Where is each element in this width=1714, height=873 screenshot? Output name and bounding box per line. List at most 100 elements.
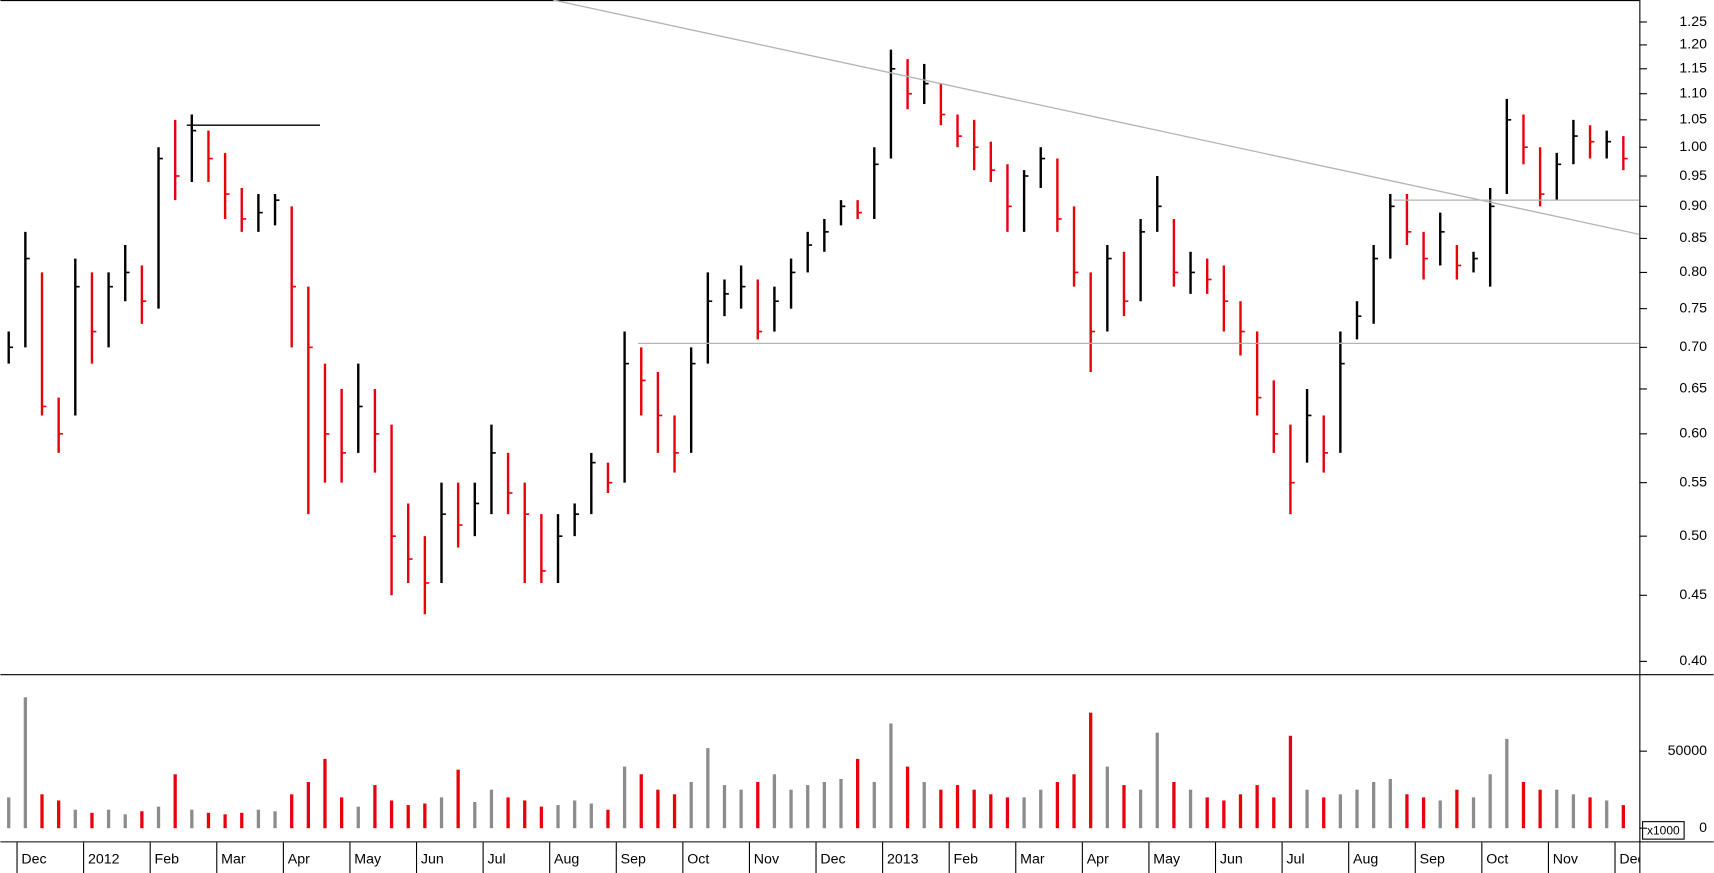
x-tick-label: Mar xyxy=(221,852,246,868)
y-tick-label: 0.75 xyxy=(1679,300,1707,316)
x-tick-label: Feb xyxy=(954,852,979,868)
y-tick-label: 0 xyxy=(1699,820,1707,836)
volume-bar xyxy=(589,803,593,829)
y-tick-label: 0.45 xyxy=(1679,587,1707,603)
volume-bar xyxy=(839,778,843,829)
x-tick-label: Jun xyxy=(421,852,444,868)
volume-bar xyxy=(40,794,44,829)
volume-bar xyxy=(456,769,460,829)
x-tick-label: Nov xyxy=(754,852,780,868)
y-tick-label: 1.25 xyxy=(1679,14,1707,30)
volume-bar xyxy=(1488,774,1492,829)
volume-bar xyxy=(1122,785,1126,829)
volume-bar xyxy=(373,785,377,829)
x-axis: Dec 2012 Feb Mar Apr May Jun Jul Aug Sep Oct Nov Dec… xyxy=(16,842,1639,873)
volume-bar xyxy=(1288,735,1293,829)
volume-bar xyxy=(955,785,960,829)
volume-bar xyxy=(57,800,61,829)
volume-bar xyxy=(822,781,826,829)
volume-bar xyxy=(1222,800,1226,829)
volume-bar xyxy=(1072,774,1076,829)
x-tick-label: 2012 xyxy=(88,852,120,868)
volume-bar xyxy=(1338,794,1343,829)
x-tick-label: Jun xyxy=(1220,852,1243,868)
volume-bar xyxy=(140,811,144,829)
x-tick-label: Dec xyxy=(820,852,845,868)
volume-bar xyxy=(539,806,544,829)
volume-bar xyxy=(789,789,793,829)
volume-bar xyxy=(389,800,394,829)
y-tick-label: 1.10 xyxy=(1679,85,1707,101)
volume-bar xyxy=(872,781,876,829)
volume-bar xyxy=(23,697,27,829)
y-tick-label: 0.70 xyxy=(1679,339,1707,355)
volume-bar xyxy=(1005,797,1010,829)
volume-bar xyxy=(939,789,943,829)
y-tick-label: 0.65 xyxy=(1679,381,1707,397)
volume-bar xyxy=(439,797,444,829)
y-tick-label: 0.60 xyxy=(1679,426,1707,442)
volume-bar xyxy=(1505,738,1509,829)
volume-bar xyxy=(1022,797,1026,829)
volume-bar xyxy=(106,809,111,829)
axes: 0.40 0.45 0.50 0.55 0.60 0.65 0.70 0.75 0.80 0.85… xyxy=(1639,14,1707,836)
volume-bar xyxy=(1355,789,1359,829)
volume-bar xyxy=(1089,712,1093,829)
volume-bar xyxy=(90,812,94,829)
volume-bar xyxy=(806,785,810,829)
volume-bar xyxy=(622,766,627,829)
y-tick-label: 1.20 xyxy=(1679,37,1707,53)
y-tick-label: 0.85 xyxy=(1679,230,1707,246)
x-tick-label: Dec xyxy=(21,852,46,868)
volume-bar xyxy=(573,800,577,829)
volume-bar xyxy=(972,789,976,829)
y-tick-label: 0.50 xyxy=(1679,528,1707,544)
volume-bar xyxy=(739,789,743,829)
volume-bar xyxy=(1538,789,1542,829)
volume-bar xyxy=(1571,794,1576,829)
volume-bar xyxy=(656,789,660,829)
volume-bar xyxy=(905,766,910,829)
volume-bar xyxy=(1405,794,1409,829)
y-tick-label: 50000 xyxy=(1668,743,1708,759)
volume-bar xyxy=(339,797,344,829)
x-tick-label: 2013 xyxy=(887,852,919,868)
volume-bar xyxy=(1305,789,1309,829)
volume-bar xyxy=(756,781,760,829)
volume-bar xyxy=(1455,789,1459,829)
volume-bar xyxy=(989,794,993,829)
unit-box xyxy=(1642,821,1685,840)
y-tick-label: 1.15 xyxy=(1679,61,1707,77)
volume-bar xyxy=(556,805,560,829)
y-tick-label: 0.90 xyxy=(1679,198,1707,214)
y-tick-label: 0.55 xyxy=(1679,474,1707,490)
x-tick-label: Oct xyxy=(687,852,709,868)
volume-bar xyxy=(1555,789,1559,829)
volume-bar xyxy=(1521,781,1526,829)
volume-bar xyxy=(423,803,427,829)
volume-bar xyxy=(256,809,261,829)
x-tick-label: Jul xyxy=(487,852,505,868)
volume-bar xyxy=(1039,789,1043,829)
volume-bar xyxy=(1205,797,1209,829)
volume-bar xyxy=(922,781,926,829)
volume-unit: x1000 xyxy=(1647,824,1680,838)
x-tick-label: Sep xyxy=(1420,852,1445,868)
x-tick-label: Sep xyxy=(621,852,646,868)
volume-bar xyxy=(7,797,11,829)
volume-bar xyxy=(722,785,727,829)
volume-bar xyxy=(1421,797,1426,829)
volume-bar xyxy=(1322,797,1326,829)
price-plot xyxy=(7,0,1640,615)
volume-bar xyxy=(1172,781,1176,829)
volume-bar xyxy=(323,758,327,829)
volume-bar xyxy=(506,797,510,829)
volume-bar xyxy=(190,809,194,829)
volume-bar xyxy=(290,794,294,829)
x-tick-label: Nov xyxy=(1553,852,1579,868)
volume-bar xyxy=(240,812,244,829)
volume-bar xyxy=(489,789,494,829)
volume-bar xyxy=(889,723,893,829)
